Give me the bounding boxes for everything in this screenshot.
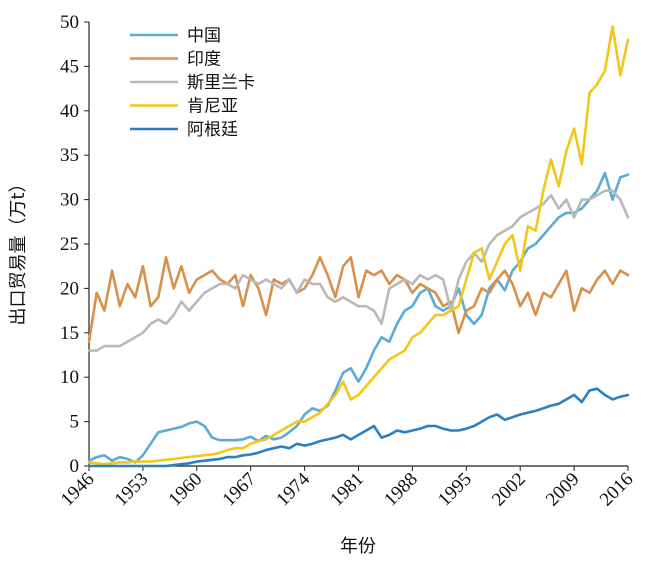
legend-label: 斯里兰卡 xyxy=(187,73,255,93)
x-tick-label: 1995 xyxy=(434,469,476,511)
y-tick-label: 25 xyxy=(60,234,79,255)
y-tick-label: 45 xyxy=(60,56,79,77)
y-axis-ticks: 0 5 10 15 20 25 30 35 40 45 50 xyxy=(60,12,89,477)
y-tick-label: 50 xyxy=(60,12,79,33)
x-tick-label: 1988 xyxy=(380,469,422,511)
x-tick-label: 1967 xyxy=(219,469,261,511)
x-tick-label: 2002 xyxy=(488,469,530,511)
legend-label: 印度 xyxy=(187,50,221,70)
x-axis-ticks: 1946 1953 1960 1967 1974 1981 1988 1995 2002 2009… xyxy=(57,466,638,510)
x-tick-label: 1946 xyxy=(57,469,99,511)
y-tick-label: 35 xyxy=(60,145,79,166)
y-tick-label: 20 xyxy=(60,278,79,299)
series-line-4 xyxy=(87,387,630,468)
x-tick-label: 1960 xyxy=(165,469,207,511)
x-tick-label: 1981 xyxy=(326,469,368,511)
series-line-1 xyxy=(87,255,630,344)
x-axis-title: 年份 xyxy=(340,536,376,557)
legend-label: 中国 xyxy=(187,26,221,46)
y-tick-label: 0 xyxy=(70,456,80,477)
series-line-2 xyxy=(87,189,630,352)
y-axis-title: 出口贸易量（万t） xyxy=(8,174,29,325)
y-tick-label: 40 xyxy=(60,101,79,122)
series-line-0 xyxy=(87,171,630,464)
y-tick-label: 15 xyxy=(60,323,79,344)
x-tick-label: 1974 xyxy=(272,468,314,510)
x-tick-label: 2009 xyxy=(542,469,584,511)
legend-label: 阿根廷 xyxy=(187,120,238,140)
legend-label: 肯尼亚 xyxy=(187,97,238,117)
y-tick-label: 10 xyxy=(60,367,79,388)
series-line-3 xyxy=(87,25,630,466)
x-tick-label: 2016 xyxy=(596,469,638,511)
x-tick-label: 1953 xyxy=(111,469,153,511)
y-tick-label: 5 xyxy=(70,412,80,433)
y-tick-label: 30 xyxy=(60,190,79,211)
series-layer xyxy=(87,25,630,468)
